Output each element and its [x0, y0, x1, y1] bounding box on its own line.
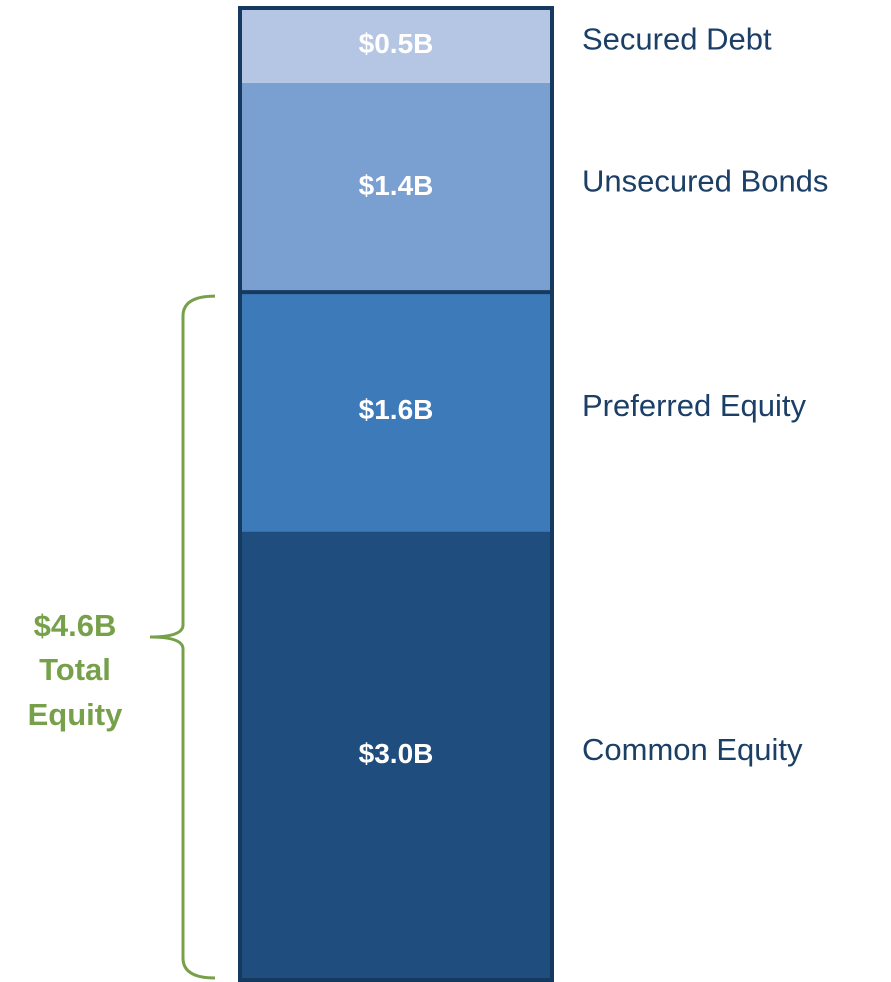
annotation-value: $4.6B [34, 608, 117, 643]
legend-label: Common Equity [582, 732, 803, 767]
value-label: $1.4B [359, 170, 434, 201]
legend-label: Unsecured Bonds [582, 164, 828, 199]
legend-label: Preferred Equity [582, 388, 806, 423]
bar-segment [240, 531, 552, 980]
bar-outline [238, 6, 554, 982]
bracket [149, 294, 216, 980]
annotation-text: Equity [28, 697, 123, 732]
bar-segment [240, 82, 552, 293]
value-label: $0.5B [359, 28, 434, 59]
bar-segment [240, 8, 552, 83]
legend-label: Secured Debt [582, 22, 772, 57]
annotation-text: Total [39, 652, 111, 687]
value-label: $1.6B [359, 394, 434, 425]
value-label: $3.0B [359, 738, 434, 769]
bar-segment [240, 292, 552, 532]
